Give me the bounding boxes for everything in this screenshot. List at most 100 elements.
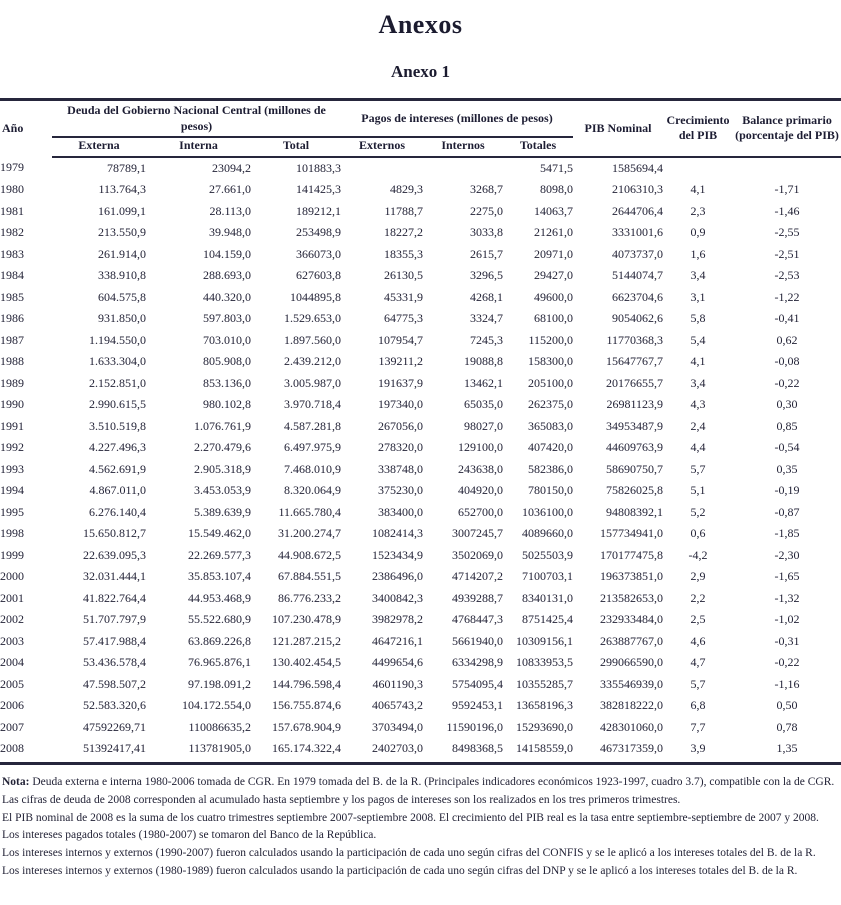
table-row: 1983 261.914,0 104.159,0 366073,0 18355,3 261… [0,244,841,266]
cell-totales: 5471,5 [540,160,574,175]
cell-crecimiento-pib: 0,6 [690,526,706,541]
table-row: 1989 2.152.851,0 853.136,0 3.005.987,0 19163… [0,373,841,395]
cell-totales: 13658196,3 [516,698,574,713]
cell-ano: 1981 [0,203,24,218]
cell-pib-nominal: 5144074,7 [612,268,664,283]
table-row: 2006 52.583.320,6 104.172.554,0 156.755.874… [0,695,841,717]
cell-pib-nominal: 44609763,9 [606,440,664,455]
cell-pib-nominal: 213582653,0 [600,590,664,605]
cell-balance-primario: 0,30 [776,397,798,412]
cell-crecimiento-pib: 1,6 [690,246,706,261]
cell-pib-nominal: 157734941,0 [600,526,664,541]
cell-balance-primario: -0,08 [774,354,800,369]
cell-crecimiento-pib: 2,2 [690,590,706,605]
cell-externa: 338.910,8 [98,268,146,283]
cell-balance-primario: -0,87 [774,504,800,519]
cell-interna: 805.908,0 [203,354,251,369]
cell-total: 130.402.454,5 [272,655,341,670]
cell-externos: 4601190,3 [372,676,423,691]
cell-interna: 23094,2 [212,160,251,175]
cell-ano: 1986 [0,311,24,326]
table-row: 1995 6.276.140,4 5.389.639,9 11.665.780,4 38… [0,502,841,524]
cell-balance-primario: 0,78 [776,719,798,734]
table-row: 1985 604.575,8 440.320,0 1044895,8 45331,9 42… [0,287,841,309]
cell-crecimiento-pib: 3,1 [690,289,706,304]
footnote-line: Nota: Deuda externa e interna 1980-2006 … [2,775,839,790]
cell-totales: 14158559,0 [503,738,574,766]
cell-pib-nominal: 15647767,7 [606,354,664,369]
table-row: 1994 4.867.011,0 3.453.053,9 8.320.064,9 375… [0,480,841,502]
cell-balance-primario: 0,62 [776,332,798,347]
cell-ano: 1991 [0,418,24,433]
cell-externos: 278320,0 [378,440,423,455]
cell-ano: 1992 [0,440,24,455]
cell-externa: 2.152.851,0 [89,375,146,390]
cell-totales: 262375,0 [528,397,574,412]
cell-crecimiento-pib: 4,6 [690,633,706,648]
cell-externa: 57.417.988,4 [83,633,146,648]
cell-internos: 7245,3 [470,332,503,347]
cell-externa: 15.650.812,7 [83,526,146,541]
table-row: 2008 51392417,41 113781905,0 165.174.322,4 2… [0,738,841,766]
cell-interna: 597.803,0 [203,311,251,326]
cell-crecimiento-pib: 5,4 [690,332,706,347]
cell-totales: 8751425,4 [522,612,574,627]
cell-internos: 652700,0 [458,504,503,519]
cell-externa: 604.575,8 [98,289,146,304]
table-row: 2001 41.822.764,4 44.953.468,9 86.776.233,2… [0,588,841,610]
cell-externa: 32.031.444,1 [83,569,146,584]
footnote-line: El PIB nominal de 2008 es la suma de los… [2,811,839,826]
cell-ano: 1993 [0,461,24,476]
cell-total: 101883,3 [296,160,341,175]
cell-interna: 76.965.876,1 [188,655,251,670]
cell-externa: 261.914,0 [98,246,146,261]
cell-externos: 1082414,3 [372,526,423,541]
cell-total: 1044895,8 [290,289,341,304]
cell-externa: 4.227.496,3 [89,440,146,455]
debt-data-table: Año Deuda del Gobierno Nacional Central … [0,98,841,766]
cell-total: 67.884.551,5 [278,569,341,584]
footnote-line: Las cifras de deuda de 2008 corresponden… [2,793,839,808]
cell-balance-primario: 0,85 [776,418,798,433]
cell-balance-primario: -0,31 [774,633,800,648]
cell-balance-primario: -0,19 [774,483,800,498]
cell-internos: 5661940,0 [452,633,503,648]
table-row: 2005 47.598.507,2 97.198.091,2 144.796.598,… [0,674,841,696]
cell-externa: 931.850,0 [98,311,146,326]
cell-internos: 4939288,7 [452,590,503,605]
cell-externa: 51.707.797,9 [83,612,146,627]
cell-externos: 2386496,0 [372,569,423,584]
footnotes: Nota: Deuda externa e interna 1980-2006 … [2,775,839,878]
cell-crecimiento-pib: 3,9 [663,738,734,766]
cell-interna: 110086635,2 [188,719,251,734]
cell-balance-primario: -1,46 [774,203,800,218]
cell-externa: 22.639.095,3 [83,547,146,562]
col-header-totales: Totales [503,137,574,158]
cell-ano: 1988 [0,354,24,369]
cell-totales: 29427,0 [534,268,574,283]
cell-externos: 18227,2 [384,225,423,240]
cell-total: 107.230.478,9 [272,612,341,627]
cell-externos: 191637,9 [378,375,423,390]
col-header-crecimiento-pib: Crecimiento del PIB [663,99,734,158]
cell-pib-nominal: 382818222,0 [600,698,664,713]
cell-balance-primario: -0,22 [774,375,800,390]
table-row: 2007 47592269,71 110086635,2 157.678.904,9 3… [0,717,841,739]
footnote-text: Los intereses internos y externos (1980-… [2,864,798,877]
cell-pib-nominal: 2644706,4 [612,203,664,218]
footnote-text: Los intereses internos y externos (1990-… [2,847,816,860]
cell-internos: 3007245,7 [452,526,503,541]
cell-ano: 2006 [0,698,24,713]
cell-ano: 1987 [0,332,24,347]
cell-internos: 9592453,1 [452,698,503,713]
cell-interna: 27.661,0 [209,182,251,197]
cell-total: 44.908.672,5 [278,547,341,562]
cell-crecimiento-pib: 3,4 [690,268,706,283]
table-row: 1991 3.510.519,8 1.076.761,9 4.587.281,8 267… [0,416,841,438]
cell-interna: 104.172.554,0 [182,698,251,713]
table-row: 1979 78789,1 23094,2 101883,3 5471,5 1585694,… [0,157,841,180]
table-body: 1979 78789,1 23094,2 101883,3 5471,5 1585694,… [0,157,841,766]
cell-pib-nominal: 196373851,0 [600,569,664,584]
cell-interna: 55.522.680,9 [188,612,251,627]
